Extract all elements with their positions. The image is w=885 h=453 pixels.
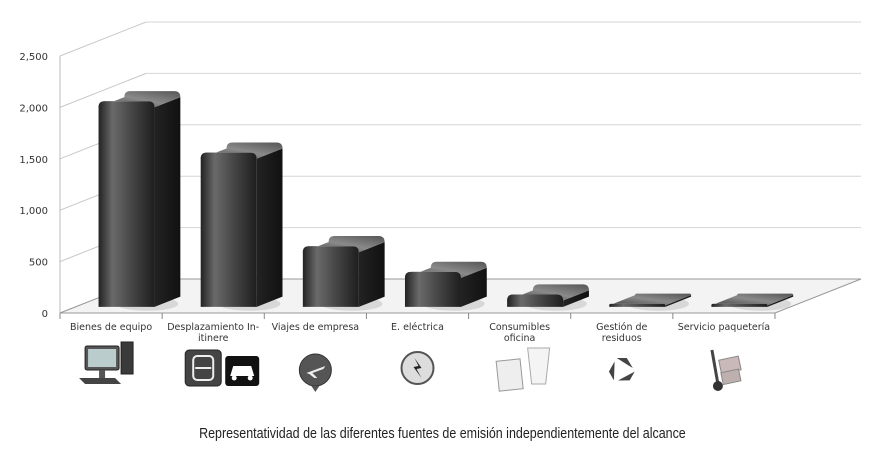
y-tick-label: 1,500 [19, 155, 48, 166]
x-tick-label: Bienes de equipo [70, 322, 152, 333]
y-tick-label: 1,000 [19, 206, 48, 217]
bar-side [767, 295, 794, 307]
bar [609, 293, 692, 311]
computer-icon [79, 341, 134, 384]
bar-front [404, 271, 461, 307]
train-car-icon [184, 349, 260, 387]
bar-top [302, 236, 385, 253]
category-icons [79, 341, 742, 392]
bar-side [154, 97, 181, 307]
gridline-side-5 [59, 21, 147, 57]
x-tick-label: Desplazamiento In-itinere [167, 322, 259, 344]
bar [200, 142, 283, 311]
y-tick-label: 0 [42, 309, 48, 320]
bar-front [711, 303, 768, 307]
gridline-side-4 [59, 72, 147, 108]
bar-front [302, 246, 359, 307]
bar-top [711, 293, 794, 306]
bar-top [200, 142, 283, 159]
bar-top [507, 284, 589, 301]
chart-caption: Representatividad de las diferentes fuen… [199, 426, 686, 442]
y-tick-label: 2,500 [19, 52, 48, 63]
x-tick-label: Consumibles oficina [489, 322, 550, 344]
bar-side [256, 148, 283, 307]
bar [507, 284, 589, 311]
bar [302, 236, 385, 311]
bars [98, 91, 794, 311]
bar-front [200, 152, 257, 307]
paper-cup-icon [495, 347, 551, 392]
bar [404, 261, 487, 311]
airplane-icon [298, 353, 332, 392]
lightning-icon [400, 351, 435, 385]
y-tick-label: 500 [29, 258, 48, 269]
bar-side [665, 295, 692, 307]
bar-front [609, 303, 666, 307]
y-axis-ticks: 0 500 1,000 1,500 2,000 2,500 [19, 52, 48, 320]
x-tick-label: E. eléctrica [391, 322, 444, 333]
chart: 0 500 1,000 1,500 2,000 2,500 Bienes de equip… [19, 21, 862, 392]
bar-top [609, 293, 692, 306]
bar-front [98, 101, 155, 307]
bar-front [507, 294, 564, 307]
y-tick-label: 2,000 [19, 103, 48, 114]
x-axis-labels: Bienes de equipo Desplazamiento In-itiner… [59, 313, 776, 344]
bar-side [563, 290, 589, 307]
bar-side [358, 242, 385, 307]
bar-side [460, 267, 487, 307]
x-tick-label: Gestión de residuos [596, 322, 647, 344]
bar [98, 91, 181, 311]
hand-truck-icon [710, 349, 742, 391]
bar [711, 293, 794, 311]
x-tick-label: Viajes de empresa [272, 322, 360, 333]
bar-top [404, 261, 487, 278]
recycle-icon [608, 358, 635, 381]
bar-top [98, 91, 181, 108]
x-tick-label: Servicio paquetería [678, 322, 770, 333]
